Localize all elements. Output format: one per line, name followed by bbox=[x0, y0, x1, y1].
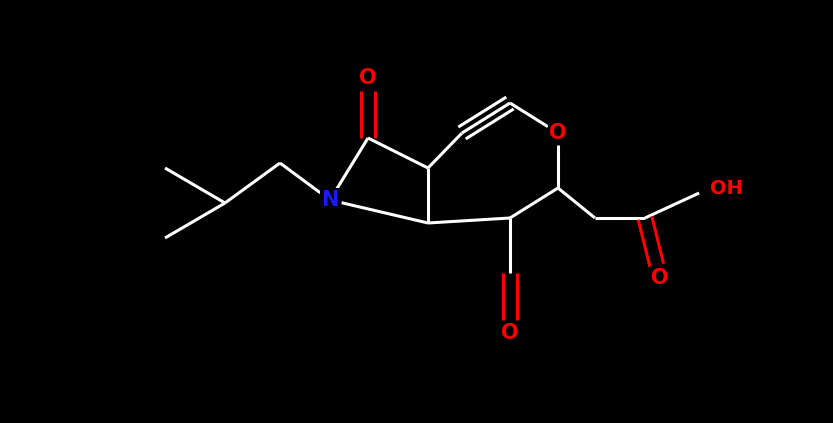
Text: O: O bbox=[651, 268, 669, 288]
Text: O: O bbox=[359, 68, 377, 88]
Text: OH: OH bbox=[710, 179, 743, 198]
Text: N: N bbox=[322, 190, 339, 210]
Text: O: O bbox=[501, 323, 519, 343]
Text: O: O bbox=[549, 123, 566, 143]
